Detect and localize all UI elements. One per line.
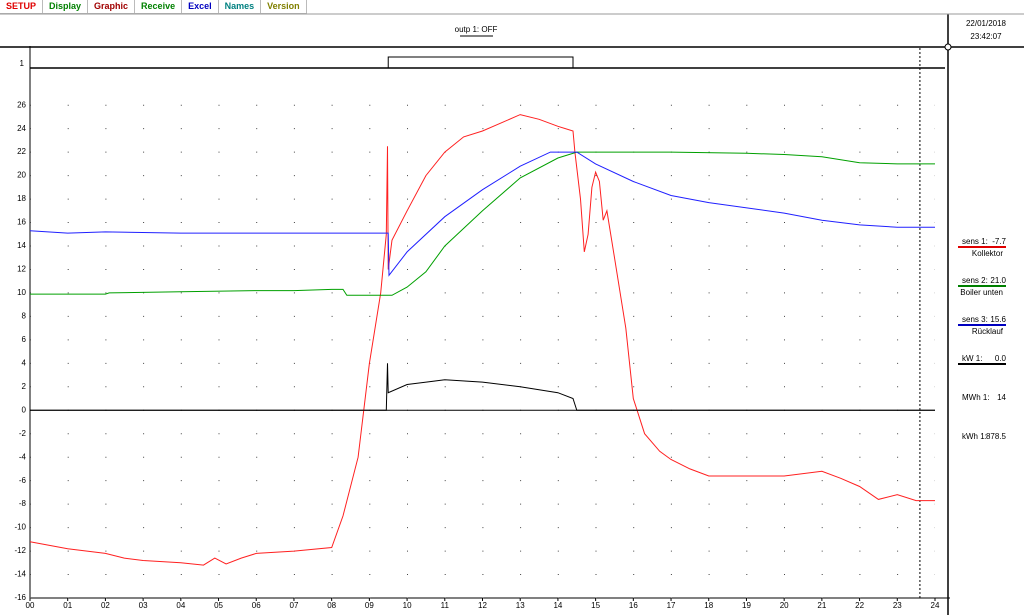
reading-name: kWh 1:: [962, 432, 987, 441]
x-tick-label: 08: [327, 601, 336, 610]
y-tick-label: 26: [17, 100, 26, 109]
reading-name: kW 1:: [962, 354, 982, 363]
series-line: [30, 363, 935, 411]
y-tick-label: 14: [17, 241, 26, 250]
y-tick-label: -6: [19, 476, 27, 485]
reading-name: sens 1:: [962, 237, 988, 246]
x-tick-label: 20: [780, 601, 789, 610]
y-tick-label: 18: [17, 194, 26, 203]
reading-label: Kollektor: [972, 249, 1003, 258]
y-tick-label: -8: [19, 499, 27, 508]
digital-tick-label: 1: [20, 59, 25, 68]
y-tick-label: 16: [17, 218, 26, 227]
y-tick-label: 12: [17, 265, 26, 274]
x-tick-label: 10: [403, 601, 412, 610]
y-tick-label: -10: [14, 523, 26, 532]
x-tick-label: 03: [139, 601, 148, 610]
y-tick-label: -14: [14, 570, 26, 579]
series-line: [29, 151, 935, 277]
x-tick-label: 21: [817, 601, 826, 610]
y-tick-label: 24: [17, 124, 26, 133]
y-tick-label: -4: [19, 452, 27, 461]
time: 23:42:07: [970, 32, 1002, 41]
x-tick-label: 01: [63, 601, 72, 610]
y-tick-label: 8: [22, 312, 27, 321]
y-tick-label: -16: [14, 593, 26, 602]
x-tick-label: 17: [667, 601, 676, 610]
reading-name: sens 3:: [962, 315, 988, 324]
output-status: outp 1: OFF: [455, 25, 498, 34]
x-tick-label: 09: [365, 601, 374, 610]
x-tick-label: 06: [252, 601, 261, 610]
x-tick-label: 14: [553, 601, 562, 610]
x-tick-label: 16: [629, 601, 638, 610]
y-tick-label: 22: [17, 147, 26, 156]
reading-value: 0.0: [995, 354, 1007, 363]
y-tick-label: 10: [17, 288, 26, 297]
reading-value: 14: [997, 393, 1006, 402]
x-tick-label: 19: [742, 601, 751, 610]
x-tick-label: 04: [176, 601, 185, 610]
digital-line: [30, 56, 935, 69]
y-tick-label: 2: [22, 382, 27, 391]
reading-label: Rücklauf: [972, 327, 1004, 336]
series-line: [29, 114, 935, 566]
reading-value: -7.7: [992, 237, 1006, 246]
y-tick-label: -2: [19, 429, 27, 438]
y-tick-label: 0: [22, 405, 27, 414]
x-tick-label: 05: [214, 601, 223, 610]
x-tick-label: 18: [704, 601, 713, 610]
reading-value: 15.6: [990, 315, 1006, 324]
x-tick-label: 11: [441, 601, 450, 610]
date: 22/01/2018: [966, 19, 1007, 28]
y-tick-label: 20: [17, 171, 26, 180]
y-tick-label: -12: [14, 546, 26, 555]
reading-name: MWh 1:: [962, 393, 990, 402]
y-tick-label: 4: [22, 358, 27, 367]
x-tick-label: 23: [893, 601, 902, 610]
reading-label: Boiler unten: [960, 288, 1003, 297]
reading-value: 878.5: [986, 432, 1007, 441]
x-tick-label: 02: [101, 601, 110, 610]
x-tick-label: 24: [931, 601, 940, 610]
x-tick-label: 22: [855, 601, 864, 610]
reading-value: 21.0: [990, 276, 1006, 285]
reading-name: sens 2:: [962, 276, 988, 285]
x-tick-label: 12: [478, 601, 487, 610]
series-line: [30, 151, 935, 296]
y-tick-label: 6: [22, 335, 27, 344]
x-tick-label: 00: [26, 601, 35, 610]
x-tick-label: 13: [516, 601, 525, 610]
x-tick-label: 15: [591, 601, 600, 610]
x-tick-label: 07: [290, 601, 299, 610]
